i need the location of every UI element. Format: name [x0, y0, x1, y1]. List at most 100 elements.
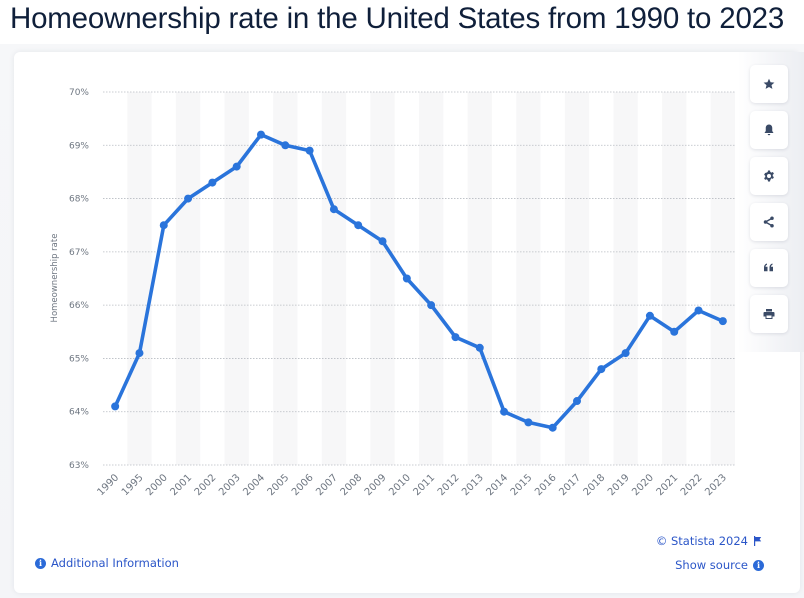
y-axis-title: Homeownership rate [50, 234, 60, 323]
data-point [281, 141, 290, 150]
data-point [597, 365, 606, 374]
y-tick-label: 67% [69, 248, 89, 258]
print-icon [763, 309, 775, 319]
copyright-link[interactable]: © Statista 2024 [656, 534, 762, 548]
data-point [354, 221, 363, 230]
data-point [500, 407, 509, 416]
x-tick-label: 2012 [436, 472, 462, 498]
y-tick-label: 64% [69, 408, 89, 418]
column-band [710, 92, 735, 465]
data-point [670, 327, 679, 336]
x-axis-ticks: 1990199520002001200220032004200520062007… [95, 472, 728, 498]
x-tick-label: 2021 [655, 472, 681, 498]
column-band [273, 92, 298, 465]
column-band [662, 92, 687, 465]
x-tick-label: 2005 [266, 472, 292, 498]
x-tick-label: 2009 [363, 472, 389, 498]
data-point [451, 333, 460, 342]
column-band [467, 92, 492, 465]
favorite-button[interactable] [750, 65, 788, 103]
x-tick-label: 2022 [679, 472, 705, 498]
gear-icon [764, 170, 774, 182]
series-line [113, 132, 725, 430]
x-tick-label: 2008 [339, 472, 365, 498]
column-band [613, 92, 638, 465]
info-icon: i [35, 557, 46, 569]
x-tick-label: 2007 [314, 472, 340, 498]
show-source-link[interactable]: Show source i [675, 558, 764, 572]
x-tick-label: 2002 [193, 472, 219, 498]
x-tick-label: 2018 [582, 472, 608, 498]
data-point [305, 146, 314, 155]
share-icon [763, 216, 774, 228]
data-point [475, 343, 484, 352]
column-band [370, 92, 395, 465]
column-band [224, 92, 249, 465]
settings-button[interactable] [750, 157, 788, 195]
y-tick-label: 70% [69, 88, 89, 98]
data-point [427, 301, 436, 310]
x-tick-label: 2011 [411, 472, 437, 498]
x-tick-label: 2023 [703, 472, 729, 498]
column-band [175, 92, 201, 465]
y-tick-label: 69% [69, 141, 89, 151]
data-point [232, 162, 241, 171]
print-button[interactable] [750, 295, 788, 333]
data-point [573, 397, 581, 406]
column-band [321, 92, 347, 465]
copyright-label: © Statista 2024 [655, 534, 748, 548]
data-point [257, 130, 265, 139]
data-point [184, 194, 193, 203]
y-axis-ticks: 63% 64% 65% 66% 67% 68% 69% 70% [69, 88, 89, 471]
data-point [208, 178, 217, 187]
data-point [402, 274, 411, 283]
data-point [621, 349, 630, 358]
y-tick-label: 68% [69, 195, 89, 205]
share-button[interactable] [750, 203, 788, 241]
data-point [718, 317, 727, 326]
x-tick-label: 2006 [290, 472, 316, 498]
column-bands [127, 92, 735, 465]
x-tick-label: 2019 [606, 472, 632, 498]
page-title: Homeownership rate in the United States … [10, 2, 785, 35]
column-band [127, 92, 152, 465]
show-source-label: Show source [675, 558, 748, 572]
x-tick-label: 2015 [509, 472, 535, 498]
flag-icon [754, 536, 762, 546]
y-tick-label: 66% [69, 301, 89, 311]
data-point [135, 349, 144, 358]
x-tick-label: 1990 [95, 472, 121, 498]
info-icon: i [753, 559, 764, 571]
y-tick-label: 65% [69, 354, 89, 364]
bell-icon [764, 124, 774, 136]
cite-button[interactable] [750, 249, 788, 287]
data-point [378, 237, 387, 246]
y-tick-label: 63% [69, 461, 89, 471]
additional-information-label: Additional Information [51, 556, 179, 570]
x-tick-label: 1995 [120, 472, 146, 498]
x-tick-label: 2020 [630, 472, 656, 498]
x-tick-label: 2010 [387, 472, 413, 498]
data-point [524, 418, 533, 427]
additional-information-link[interactable]: i Additional Information [35, 556, 179, 570]
data-point [694, 306, 703, 315]
column-band [419, 92, 444, 465]
data-point [111, 402, 120, 411]
x-tick-label: 2016 [533, 472, 559, 498]
x-tick-label: 2017 [557, 472, 583, 498]
x-tick-label: 2004 [241, 472, 267, 498]
data-point [548, 423, 557, 432]
x-tick-label: 2000 [144, 472, 170, 498]
x-tick-label: 2003 [217, 472, 243, 498]
quote-icon [764, 263, 773, 272]
notification-button[interactable] [750, 111, 788, 149]
data-point [329, 205, 338, 214]
data-points [111, 130, 727, 432]
data-point [159, 221, 168, 230]
gridlines [103, 91, 735, 466]
data-point [645, 311, 654, 320]
column-band [516, 92, 541, 465]
x-tick-label: 2013 [460, 472, 486, 498]
x-tick-label: 2014 [484, 472, 510, 498]
